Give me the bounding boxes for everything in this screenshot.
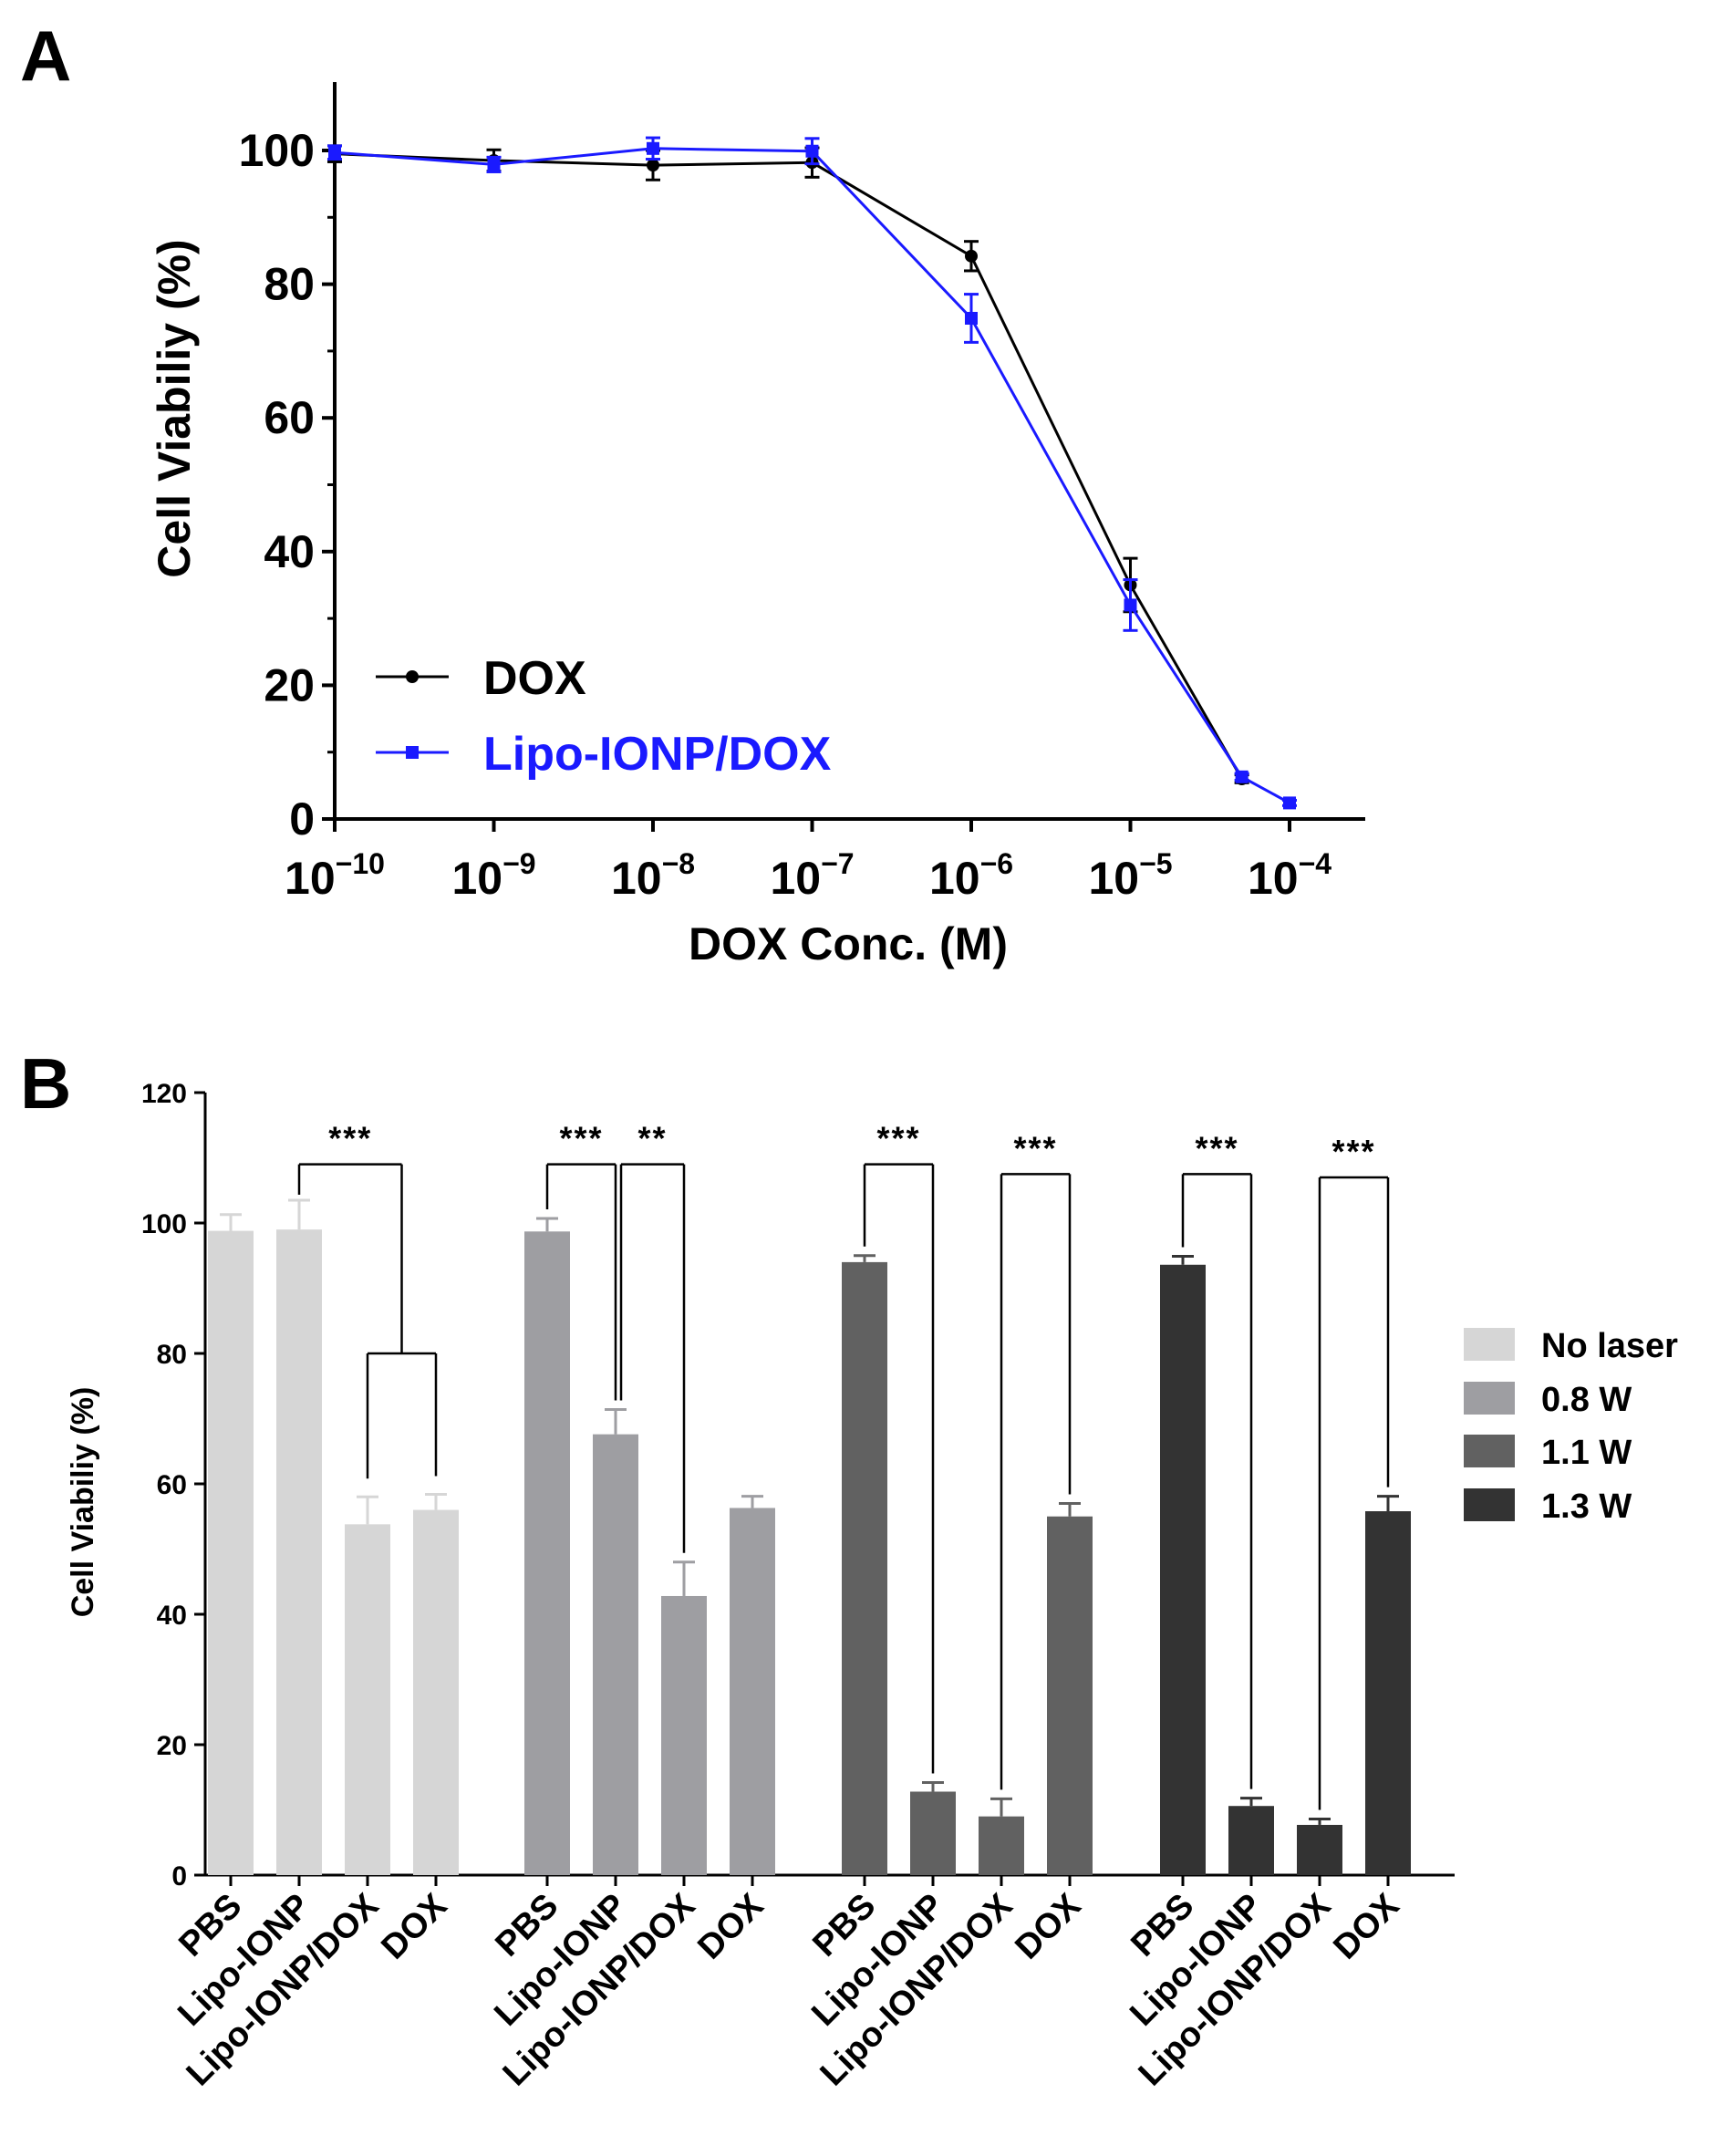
- panel-b-legend-label: 0.8 W: [1541, 1381, 1632, 1419]
- panel-b-bar: [842, 1261, 887, 1875]
- panel-b-sig-label: ***: [1331, 1133, 1375, 1170]
- panel-b-bar: [345, 1524, 390, 1875]
- panel-a-point: [805, 144, 819, 158]
- panel-a-xlabel: DOX Conc. (M): [689, 918, 1008, 969]
- panel-b-category-label: DOX: [374, 1886, 454, 1966]
- panel-a-legend-label: Lipo-IONP/DOX: [483, 728, 832, 781]
- panel-label-b: B: [20, 1043, 71, 1124]
- panel-b-bar: [910, 1791, 956, 1875]
- panel-b-ytick-label: 60: [157, 1470, 187, 1500]
- panel-a-ytick-label: 100: [239, 125, 315, 176]
- panel-b-ylabel: Cell Viabiliy (%): [66, 1387, 100, 1618]
- panel-a-legend-marker: [406, 746, 419, 759]
- panel-a-xtick-label: 10−5: [1088, 847, 1172, 904]
- panel-b-bar: [1047, 1516, 1093, 1875]
- panel-a-legend-label: DOX: [483, 652, 586, 705]
- panel-b-ytick-label: 100: [141, 1209, 187, 1239]
- panel-b-bar: [979, 1816, 1024, 1875]
- panel-b-ytick-label: 80: [157, 1340, 187, 1370]
- panel-a-point: [647, 159, 659, 172]
- panel-b-legend-swatch: [1464, 1488, 1515, 1521]
- panel-b-legend-label: 1.3 W: [1541, 1487, 1632, 1526]
- panel-a-point: [647, 141, 659, 155]
- panel-b-sig-label: ***: [1013, 1129, 1057, 1166]
- panel-b-bar: [413, 1509, 459, 1875]
- panel-a-xtick-label: 10−4: [1248, 847, 1331, 904]
- panel-b-legend-swatch: [1464, 1328, 1515, 1361]
- panel-b-bar: [1365, 1511, 1411, 1875]
- panel-label-a: A: [20, 16, 71, 96]
- panel-b-sig-label: **: [637, 1120, 667, 1157]
- panel-b-bar: [1160, 1264, 1206, 1875]
- panel-a-xtick-label: 10−6: [929, 847, 1013, 904]
- panel-b-legend-label: No laser: [1541, 1327, 1678, 1365]
- panel-a-series-line: [334, 152, 1243, 780]
- panel-b-bar: [524, 1231, 570, 1875]
- panel-b-sig-label: ***: [1195, 1129, 1238, 1166]
- panel-b-legend-label: 1.1 W: [1541, 1434, 1632, 1472]
- panel-a-ytick-label: 60: [264, 392, 315, 443]
- panel-b-ytick-label: 0: [171, 1861, 187, 1892]
- panel-a-ytick-label: 40: [264, 526, 315, 577]
- panel-a-point: [965, 311, 978, 325]
- panel-b-bar: [661, 1595, 707, 1875]
- panel-b-bar: [593, 1434, 638, 1875]
- panel-b-sig-label: ***: [876, 1120, 920, 1157]
- panel-b-bar: [1297, 1824, 1342, 1875]
- panel-a-xtick-label: 10−7: [770, 847, 854, 904]
- panel-a-point: [1124, 598, 1137, 612]
- panel-a-xtick-label: 10−8: [611, 847, 695, 904]
- panel-b-sig-label: ***: [328, 1120, 372, 1157]
- panel-b-sig-label: ***: [559, 1120, 603, 1157]
- panel-b-bar: [730, 1508, 775, 1875]
- panel-b-category-label: DOX: [1008, 1886, 1088, 1966]
- panel-a-point: [965, 249, 978, 263]
- panel-a-point: [487, 158, 501, 171]
- panel-b-legend-swatch: [1464, 1435, 1515, 1467]
- panel-b-bar: [1228, 1806, 1274, 1875]
- panel-a-series-line: [334, 147, 1290, 804]
- panel-a-ytick-label: 80: [264, 259, 315, 310]
- panel-a-xtick-label: 10−10: [285, 847, 385, 904]
- panel-b-legend-swatch: [1464, 1382, 1515, 1415]
- panel-a-xtick-label: 10−9: [451, 847, 535, 904]
- panel-a-ytick-label: 0: [289, 793, 315, 845]
- panel-a-point: [1235, 770, 1249, 783]
- panel-a-point: [1283, 796, 1296, 810]
- panel-b-bar: [208, 1230, 254, 1875]
- panel-b-category-label: DOX: [1326, 1886, 1406, 1966]
- panel-b-category-label: DOX: [690, 1886, 771, 1966]
- panel-a-ytick-label: 20: [264, 659, 315, 710]
- panel-b-chart: 020406080100120PBSLipo-IONPLipo-IONP/DOX…: [141, 1079, 1678, 2093]
- panel-b-ytick-label: 120: [141, 1079, 187, 1109]
- panel-b-bar: [276, 1229, 322, 1875]
- panel-b-ytick-label: 40: [157, 1601, 187, 1631]
- panel-a-ylabel: Cell Viabiliy (%): [149, 239, 200, 577]
- panel-a-legend-marker: [406, 670, 419, 683]
- panel-b-ytick-label: 20: [157, 1731, 187, 1761]
- panel-a-chart: 0 20 40 60 80 100 10−10 10−9 10−8 10−7 10−6 10−5 10−…: [239, 82, 1365, 904]
- panel-a-point: [328, 146, 341, 160]
